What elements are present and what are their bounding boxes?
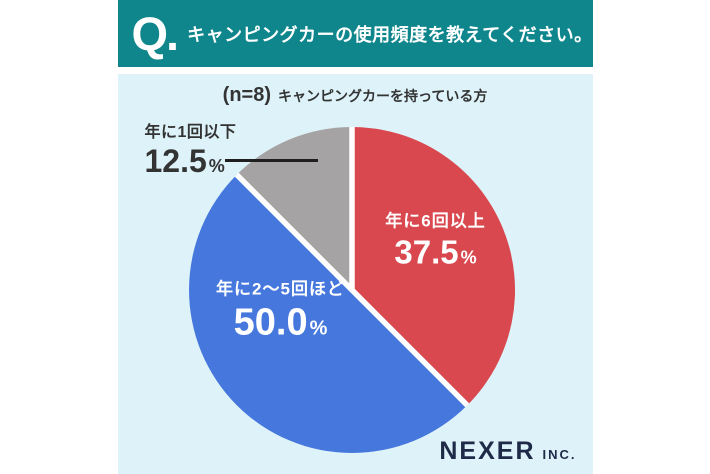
slice-percent-gray: 12.5: [144, 142, 207, 179]
slice-name-red: 年に6回以上: [385, 211, 486, 231]
chart-panel: (n=8) キャンピングカーを持っている方 年に6回以上 37.5% 年に2〜5…: [117, 74, 593, 474]
callout-leader-line: [224, 159, 318, 162]
slice-value-red: 37.5%: [385, 233, 485, 271]
slice-label-blue: 年に2〜5回ほど 50.0%: [216, 279, 345, 344]
slice-percent-red: 37.5: [394, 232, 459, 270]
slice-value-blue: 50.0%: [216, 301, 345, 345]
question-header: Q. キャンピングカーの使用頻度を教えてください。: [117, 0, 593, 67]
pie-slice: [188, 174, 467, 453]
slice-label-gray: 年に1回以下 12.5%: [145, 124, 237, 179]
chart-subtitle: (n=8) キャンピングカーを持っている方: [118, 84, 593, 107]
brand-suffix: INC.: [542, 447, 577, 462]
pie-slice: [351, 127, 515, 406]
percent-sign-blue: %: [309, 316, 328, 339]
slice-gap: [349, 288, 469, 408]
percent-sign-red: %: [460, 246, 477, 267]
slice-label-red: 年に6回以上 37.5%: [385, 211, 485, 270]
q-mark: Q.: [131, 7, 180, 60]
brand-name: NEXER: [439, 437, 536, 465]
header-divider: [117, 67, 593, 74]
slice-name-blue: 年に2〜5回ほど: [216, 279, 345, 299]
pie-slice: [236, 127, 352, 290]
slice-percent-blue: 50.0: [233, 300, 308, 343]
sample-size: (n=8): [222, 84, 272, 106]
content-column: Q. キャンピングカーの使用頻度を教えてください。 (n=8) キャンピングカー…: [117, 0, 593, 474]
brand-logo: NEXER INC.: [439, 437, 576, 466]
slice-gap: [234, 172, 354, 292]
percent-sign-gray: %: [208, 155, 225, 176]
slice-value-gray: 12.5%: [144, 142, 237, 179]
pie-chart: [188, 127, 515, 453]
subtitle-text: キャンピングカーを持っている方: [278, 88, 488, 104]
slice-name-gray: 年に1回以下: [144, 124, 237, 141]
question-title: キャンピングカーの使用頻度を教えてください。: [187, 24, 593, 45]
